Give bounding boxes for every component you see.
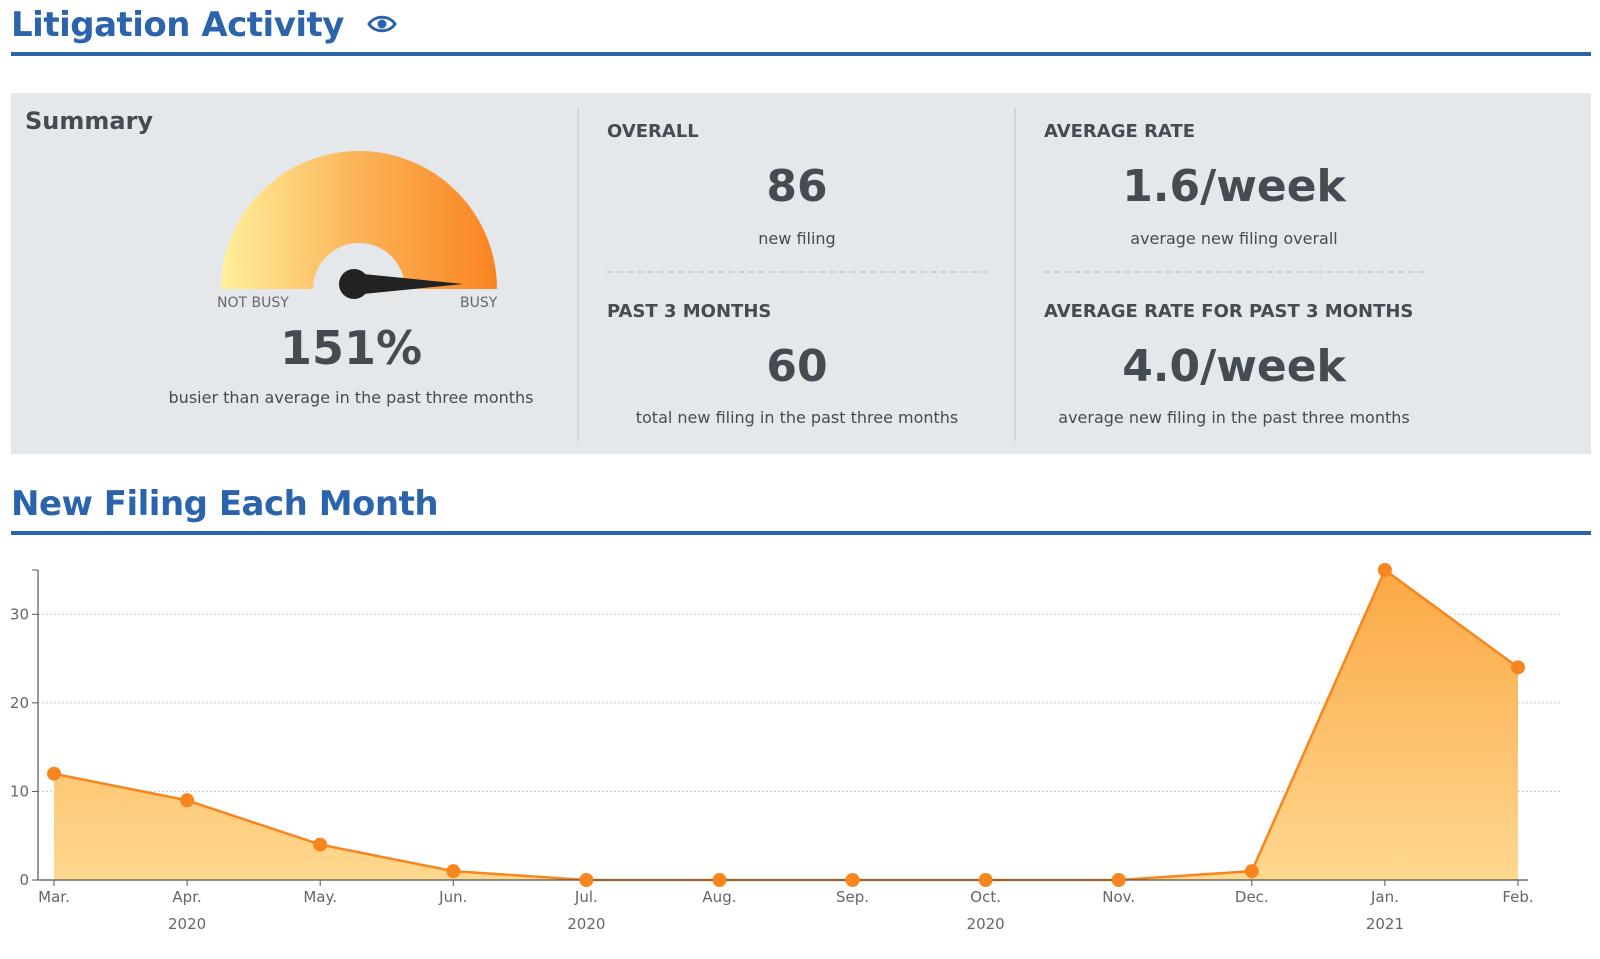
dashed-divider	[607, 271, 987, 273]
data-point[interactable]	[845, 873, 860, 887]
avg-rate-label: AVERAGE RATE	[1044, 121, 1196, 142]
x-tick-label: Jan.	[1370, 888, 1399, 906]
summary-panel: Summary NOT BUSY BUSY 151% busier than a…	[11, 93, 1591, 454]
past3-sub: total new filing in the past three month…	[635, 408, 959, 427]
new-filing-chart: 0 10 20 30 Mar. Apr. May. Jun. Jul. Aug. Sep. Oct. N…	[0, 550, 1600, 959]
avg-rate-3m-label: AVERAGE RATE FOR PAST 3 MONTHS	[1044, 301, 1414, 322]
x-year-label: 2020	[567, 915, 605, 933]
x-tick-label: May.	[303, 888, 337, 906]
x-year-label: 2020	[168, 915, 206, 933]
x-tick-label: Dec.	[1235, 888, 1269, 906]
data-point[interactable]	[1111, 873, 1126, 887]
busy-percent: 151%	[279, 321, 423, 375]
past3-label: PAST 3 MONTHS	[607, 301, 772, 322]
data-point[interactable]	[579, 873, 594, 887]
new-filing-header: New Filing Each Month	[11, 480, 1591, 535]
x-tick-label: Apr.	[172, 888, 201, 906]
x-tick-label: Nov.	[1102, 888, 1135, 906]
gauge-busy-label: BUSY	[460, 295, 498, 311]
overall-value: 86	[766, 161, 828, 212]
data-point[interactable]	[47, 766, 61, 781]
y-tick-label: 10	[10, 782, 29, 800]
x-tick-label: Jul.	[574, 888, 598, 906]
y-tick-label: 20	[10, 694, 29, 712]
summary-title: Summary	[25, 107, 154, 135]
section-title: New Filing Each Month	[11, 484, 439, 524]
avg-rate-3m-sub: average new filing in the past three mon…	[1058, 408, 1410, 427]
past3-value: 60	[766, 341, 828, 392]
data-point[interactable]	[446, 864, 461, 879]
x-tick-label: Aug.	[702, 888, 736, 906]
gauge-not-busy-label: NOT BUSY	[217, 295, 289, 311]
divider	[577, 108, 579, 441]
x-tick-label: Jun.	[438, 888, 467, 906]
gauge-svg	[221, 151, 497, 299]
eye-icon[interactable]	[367, 14, 397, 38]
data-point[interactable]	[313, 837, 328, 852]
data-point[interactable]	[1244, 864, 1259, 879]
x-tick-label: Feb.	[1502, 888, 1533, 906]
avg-rate-sub: average new filing overall	[1130, 229, 1338, 248]
busy-caption: busier than average in the past three mo…	[168, 388, 534, 407]
litigation-activity-header: Litigation Activity	[11, 0, 1591, 56]
avg-rate-value: 1.6/week	[1122, 161, 1346, 212]
x-tick-label: Sep.	[836, 888, 869, 906]
gauge-needle	[353, 273, 463, 295]
busy-gauge: NOT BUSY BUSY	[201, 149, 497, 319]
x-year-label: 2021	[1366, 915, 1404, 933]
data-point[interactable]	[180, 793, 195, 808]
data-point[interactable]	[978, 873, 993, 887]
x-tick-label: Mar.	[38, 888, 70, 906]
gauge-arc	[221, 151, 497, 289]
y-tick-label: 30	[10, 605, 29, 623]
x-tick-label: Oct.	[970, 888, 1001, 906]
page-title: Litigation Activity	[11, 5, 344, 45]
divider	[1014, 108, 1016, 441]
data-point[interactable]	[712, 873, 727, 887]
avg-rate-3m-value: 4.0/week	[1122, 341, 1346, 392]
overall-label: OVERALL	[607, 121, 699, 142]
overall-sub: new filing	[758, 229, 836, 248]
data-point[interactable]	[1511, 660, 1525, 675]
series-area	[54, 570, 1518, 880]
gauge-pivot	[339, 269, 369, 299]
dashed-divider	[1044, 271, 1424, 273]
x-year-label: 2020	[967, 915, 1005, 933]
chart-svg: 0 10 20 30 Mar. Apr. May. Jun. Jul. Aug. Sep. Oct. N…	[10, 563, 1560, 933]
data-point[interactable]	[1377, 563, 1392, 577]
y-tick-label: 0	[19, 871, 29, 889]
